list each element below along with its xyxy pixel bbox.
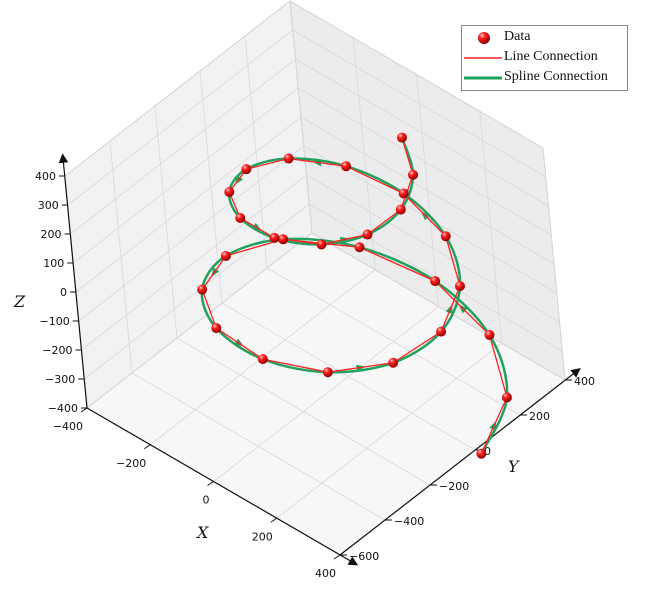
x-tick-label: −200 [116, 457, 146, 470]
data-point [395, 204, 406, 215]
x-axis-line [86, 407, 359, 566]
data-point [454, 281, 465, 292]
data-point [362, 229, 373, 240]
x-tick-label: −400 [53, 420, 83, 433]
grid-line [73, 87, 299, 264]
grid-line [295, 58, 549, 207]
legend-item-data: Data [462, 28, 627, 48]
legend-label: Data [504, 29, 531, 44]
series-layer [197, 132, 512, 459]
z-tick-label: 0 [60, 286, 67, 299]
x-tick [270, 517, 278, 523]
data-point [241, 164, 252, 175]
data-point [235, 212, 246, 223]
y-tick-label: −600 [349, 550, 379, 563]
data-point [257, 354, 268, 365]
data-point [430, 276, 441, 287]
z-tick-label: −200 [42, 344, 72, 357]
grid-line [311, 232, 566, 381]
grid-line [75, 116, 302, 293]
data-point [501, 392, 512, 403]
x-tick [207, 481, 214, 486]
x-axis-label: X [195, 523, 209, 542]
grid-line [306, 174, 560, 323]
y-tick-label: −200 [439, 480, 469, 493]
legend-label: Spline Connection [504, 69, 608, 84]
grid-line [86, 232, 313, 409]
z-tick-label: 100 [43, 257, 64, 270]
grid-line [300, 116, 555, 265]
data-point [220, 250, 231, 261]
data-point [388, 357, 399, 368]
data-point [354, 242, 365, 253]
z-tick-label: 300 [38, 199, 59, 212]
sphere-marker-icon [478, 32, 490, 44]
data-point [278, 234, 289, 245]
z-tick-label: 200 [41, 228, 62, 241]
legend-item-line: Line Connection [462, 48, 627, 68]
z-tick-label: −300 [45, 373, 75, 386]
y-tick-label: 0 [484, 445, 491, 458]
y-tick-label: 200 [529, 410, 550, 423]
grid-line [84, 203, 310, 380]
data-point [322, 367, 333, 378]
y-tick-label: 400 [574, 375, 595, 388]
z-tick-label: 400 [35, 170, 56, 183]
data-point [197, 284, 208, 295]
data-point [341, 161, 352, 172]
grid-line [70, 58, 296, 235]
axes: 400 300 200 100 0 −100 −200 −300 −400 −400 −200 0 20… [13, 153, 595, 580]
y-axis-line [339, 368, 581, 556]
x-tick [143, 444, 151, 450]
grid-line [221, 302, 476, 451]
data-point [316, 239, 327, 250]
data-point [398, 188, 409, 199]
x-tick [333, 554, 341, 560]
grid-line [292, 29, 546, 178]
red-line-icon [464, 57, 502, 59]
grid-line [289, 0, 544, 149]
data-point [440, 231, 451, 242]
data-point [436, 326, 447, 337]
data-point [269, 232, 280, 243]
data-point [224, 187, 235, 198]
data-point [408, 169, 419, 180]
data-point [396, 132, 407, 143]
grid-line [176, 337, 431, 486]
grid-line [64, 0, 291, 177]
x-tick-label: 0 [203, 494, 210, 507]
grid-line [131, 372, 386, 521]
x-tick-label: 200 [252, 530, 273, 543]
grid-line [67, 29, 293, 206]
data-point [283, 153, 294, 164]
data-point [484, 329, 495, 340]
legend-item-spline: Spline Connection [462, 68, 627, 88]
grid-line [276, 342, 502, 519]
grid-lines [64, 0, 566, 556]
x-tick-label: 400 [315, 567, 336, 580]
legend: Data Line Connection Spline Connection [461, 25, 628, 91]
y-axis-label: Y [508, 457, 520, 476]
data-point [476, 448, 487, 459]
z-tick-label: −400 [48, 402, 78, 415]
green-line-icon [464, 76, 502, 80]
grid-line [78, 145, 304, 322]
legend-label: Line Connection [504, 49, 598, 64]
grid-line [266, 267, 521, 416]
x-tick [80, 407, 88, 413]
grid-line [298, 87, 552, 236]
z-axis-label: Z [13, 292, 26, 311]
z-tick-label: −100 [40, 315, 70, 328]
data-point [211, 323, 222, 334]
y-tick-label: −400 [394, 515, 424, 528]
grid-line [213, 306, 439, 482]
z-axis-line [58, 153, 88, 409]
grid-line [81, 174, 307, 351]
